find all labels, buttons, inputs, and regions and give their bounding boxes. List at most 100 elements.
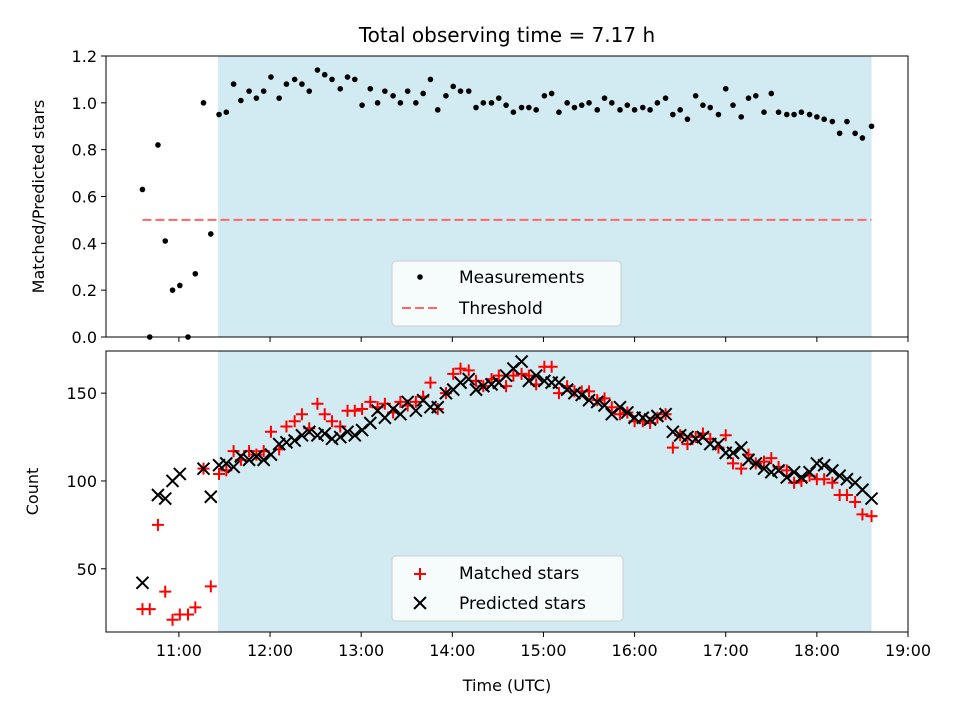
matched-star-point (348, 404, 361, 417)
predicted-star-point (794, 470, 809, 485)
measurement-point (450, 83, 457, 90)
measurement-point (208, 231, 214, 237)
predicted-star-point (462, 372, 476, 386)
measurement-point (495, 95, 502, 101)
plot-frame-bottom (105, 350, 909, 633)
predicted-star-point (234, 449, 248, 464)
measurement-point (639, 104, 646, 111)
y-ticks-top: 0.0 0.2 0.4 0.6 0.8 1.0 1.2 (72, 47, 106, 347)
measurement-point (337, 85, 344, 92)
matched-star-point (666, 441, 679, 454)
legend-label-threshold: Threshold (458, 299, 543, 319)
matched-star-point (288, 415, 301, 428)
matched-star-point (409, 395, 422, 408)
predicted-star-point (340, 425, 355, 439)
predicted-star-point (749, 456, 763, 471)
predicted-star-point (643, 412, 657, 427)
predicted-star-point (453, 375, 468, 390)
matched-star-point (364, 395, 377, 408)
predicted-star-point (219, 456, 234, 471)
y-axis-label-bottom: Count (23, 468, 42, 516)
matched-star-point (394, 395, 407, 408)
predicted-star-point (226, 460, 241, 474)
measurement-point (443, 93, 449, 99)
y-tick-label: 150 (66, 384, 97, 403)
measurement-point (329, 76, 335, 83)
x-axis-label: Time (UTC) (462, 676, 551, 695)
matched-star-point (159, 585, 172, 598)
matched-star-point (856, 508, 869, 521)
legend-top: Measurements Threshold (391, 260, 622, 327)
predicted-star-point (711, 437, 726, 451)
measurement-point (434, 107, 441, 113)
predicted-star-point (431, 400, 445, 414)
predicted-star-point (287, 433, 302, 448)
matched-star-point (318, 408, 331, 421)
predicted-star-point (787, 465, 801, 479)
y-tick-label: 0.6 (72, 188, 97, 207)
matched-star-point (614, 408, 627, 421)
matched-star-point (735, 462, 748, 475)
measurement-point (503, 102, 509, 108)
measurement-point (238, 97, 244, 104)
predicted-star-point (242, 453, 256, 467)
measurement-point (564, 100, 570, 106)
measurement-point (465, 88, 472, 94)
legend-label-matched: Matched stars (459, 564, 579, 584)
x-ticks-bottom: 11:00 12:00 13:00 14:00 15:00 16:00 17:00 18:00… (156, 632, 931, 660)
predicted-star-point (264, 447, 278, 462)
measurement-point (276, 95, 282, 101)
x-tick-label: 17:00 (703, 641, 749, 660)
y-tick-label: 1.2 (72, 47, 97, 66)
matched-star-point (189, 601, 202, 614)
predicted-star-point (135, 576, 150, 590)
x-tick-label: 13:00 (338, 641, 384, 660)
measurement-point (223, 109, 230, 115)
matched-star-point (719, 429, 732, 442)
predicted-star-point (560, 382, 574, 397)
measurement-point (268, 74, 274, 80)
measurement-point (868, 123, 875, 130)
measurement-point (700, 102, 706, 108)
x-tick-label: 14:00 (429, 641, 475, 660)
predicted-star-point (864, 491, 879, 506)
measurement-point (836, 130, 843, 137)
matched-star-point (818, 473, 831, 486)
matched-star-point (545, 360, 558, 373)
measurement-point (488, 100, 495, 106)
matched-star-point (591, 394, 604, 407)
measurement-point (647, 107, 653, 113)
measurement-point (806, 111, 813, 118)
matched-star-point (326, 415, 339, 428)
measurement-point (617, 107, 623, 113)
measurement-point (707, 104, 714, 111)
measurement-point (427, 76, 434, 83)
predicted-star-point (825, 463, 840, 478)
measurement-point (246, 88, 252, 94)
predicted-star-point (680, 430, 695, 444)
measurement-point (299, 81, 305, 87)
measurement-point (169, 287, 176, 293)
measurement-point (216, 111, 222, 118)
measurement-point (624, 102, 631, 108)
measurement-point (139, 186, 146, 193)
x-tick-label: 11:00 (156, 641, 202, 660)
measurement-point (192, 270, 199, 277)
predicted-star-point (476, 379, 491, 393)
predicted-star-point (514, 354, 529, 369)
predicted-star-point (575, 388, 589, 402)
measurement-point (344, 74, 351, 80)
measurement-point (367, 85, 374, 92)
measurement-point (397, 100, 404, 106)
matched-star-point (727, 457, 740, 470)
predicted-star-point (817, 458, 831, 472)
matched-star-point (356, 402, 369, 415)
measurement-point (852, 130, 858, 137)
predicted-star-point (393, 407, 408, 421)
predicted-star-point (151, 488, 165, 502)
matched-star-point (788, 476, 801, 489)
predicted-star-point (780, 470, 794, 485)
measurement-point (321, 71, 328, 78)
legend-box-bottom (391, 555, 624, 622)
measurement-point (594, 107, 601, 113)
